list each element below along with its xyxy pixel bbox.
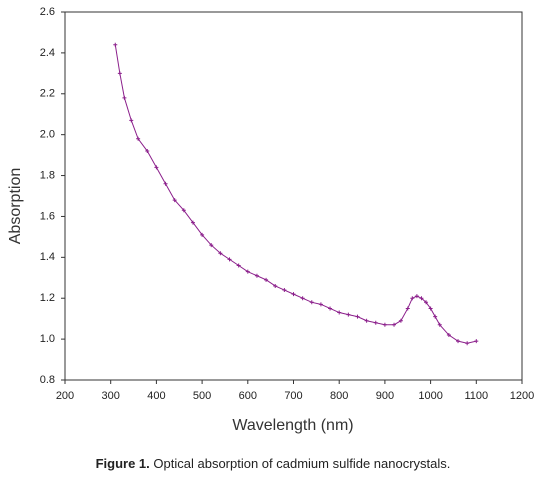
data-point: [129, 118, 134, 123]
caption-label: Figure 1.: [96, 456, 150, 471]
data-point: [163, 181, 168, 186]
data-point: [337, 310, 342, 315]
caption-text: Optical absorption of cadmium sulfide na…: [153, 456, 450, 471]
data-point: [373, 320, 378, 325]
y-tick-label: 2.0: [40, 129, 55, 141]
data-point: [309, 300, 314, 305]
y-tick-label: 1.2: [40, 292, 55, 304]
data-point: [181, 208, 186, 213]
x-tick-label: 600: [239, 390, 257, 402]
x-tick-label: 400: [147, 390, 165, 402]
data-point: [300, 296, 305, 301]
data-point: [291, 292, 296, 297]
plot-frame: [64, 11, 523, 381]
data-point: [405, 306, 410, 311]
data-point: [122, 95, 127, 100]
data-point: [428, 306, 433, 311]
caption: Figure 1. Optical absorption of cadmium …: [96, 456, 451, 471]
data-point: [154, 165, 159, 170]
data-point: [433, 314, 438, 319]
data-point: [318, 302, 323, 307]
data-point: [446, 333, 451, 338]
x-tick-label: 500: [193, 390, 211, 402]
data-point: [145, 149, 150, 154]
data-line: [114, 44, 477, 344]
data-point: [474, 339, 479, 344]
data-point: [264, 277, 269, 282]
x-axis-title: Wavelength (nm): [232, 417, 353, 434]
data-point: [456, 339, 461, 344]
x-tick-label: 1100: [464, 390, 488, 402]
data-point: [398, 318, 403, 323]
x-tick-label: 1200: [510, 390, 534, 402]
x-tick-label: 800: [330, 390, 348, 402]
x-tick-label: 900: [376, 390, 394, 402]
y-tick-label: 0.8: [40, 374, 55, 386]
data-point: [117, 71, 122, 76]
y-axis-title: Absorption: [7, 168, 24, 245]
data-point: [364, 318, 369, 323]
data-point: [236, 263, 241, 268]
data-point: [245, 269, 250, 274]
data-point: [282, 288, 287, 293]
data-point: [355, 314, 360, 319]
x-tick-label: 200: [56, 390, 74, 402]
data-point: [392, 322, 397, 327]
data-point: [419, 296, 424, 301]
y-tick-label: 1.0: [40, 333, 55, 345]
data-point: [113, 42, 118, 47]
data-point: [346, 312, 351, 317]
data-point: [382, 322, 387, 327]
y-tick-label: 1.8: [40, 169, 55, 181]
data-point: [414, 294, 419, 299]
data-point: [136, 136, 141, 141]
data-point: [437, 322, 442, 327]
data-point: [190, 220, 195, 225]
y-tick-label: 2.6: [40, 6, 55, 18]
data-point: [273, 283, 278, 288]
y-tick-label: 2.2: [40, 88, 55, 100]
data-point: [200, 232, 205, 237]
x-tick-label: 300: [102, 390, 120, 402]
x-tick-label: 700: [284, 390, 302, 402]
y-tick-label: 1.6: [40, 210, 55, 222]
data-point: [227, 257, 232, 262]
y-tick-label: 1.4: [40, 251, 55, 263]
data-point: [172, 198, 177, 203]
x-tick-label: 1000: [418, 390, 442, 402]
data-point: [424, 300, 429, 305]
data-point: [218, 251, 223, 256]
data-point: [410, 296, 415, 301]
data-point: [465, 341, 470, 346]
data-point: [328, 306, 333, 311]
data-point: [209, 243, 214, 248]
data-point: [254, 273, 259, 278]
y-tick-label: 2.4: [40, 47, 55, 59]
